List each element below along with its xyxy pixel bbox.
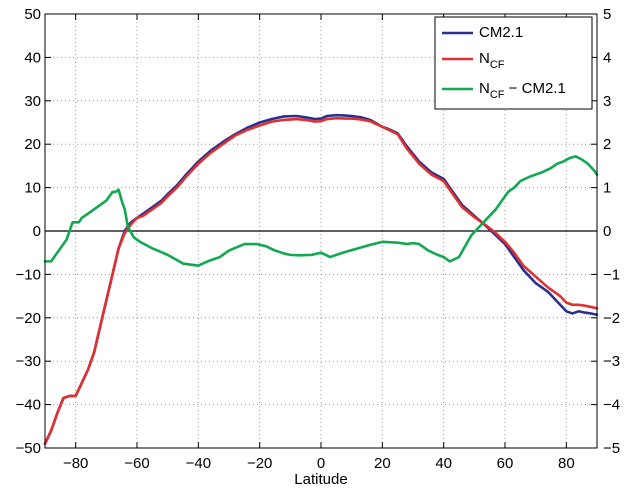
- x-tick-label: −80: [63, 455, 88, 472]
- y-tick-label-right: 3: [603, 93, 611, 110]
- y-tick-label-right: 4: [603, 49, 611, 66]
- y-tick-label-right: 2: [603, 136, 611, 153]
- x-tick-label: −20: [247, 455, 272, 472]
- legend-label-main: N: [479, 50, 490, 67]
- y-tick-label-right: −2: [603, 310, 620, 327]
- x-tick-label: 40: [435, 455, 452, 472]
- y-tick-label-left: −50: [16, 440, 41, 457]
- y-tick-label-right: 5: [603, 6, 611, 23]
- y-tick-label-left: 20: [24, 136, 41, 153]
- series-line-1: [43, 116, 599, 445]
- y-tick-label-left: −30: [16, 353, 41, 370]
- x-tick-label: −40: [186, 455, 211, 472]
- series-line-2: [43, 155, 599, 268]
- y-tick-label-right: 0: [603, 223, 611, 240]
- x-tick-label: 20: [374, 455, 391, 472]
- y-tick-label-right: 1: [603, 180, 611, 197]
- legend-label-2: NCF − CM2.1: [479, 80, 566, 101]
- y-tick-label-right: −4: [603, 397, 620, 414]
- x-tick-label: 60: [497, 455, 514, 472]
- y-tick-label-right: −3: [603, 353, 620, 370]
- y-tick-label-left: −10: [16, 266, 41, 283]
- x-tick-label: 80: [558, 455, 575, 472]
- y-tick-label-left: −20: [16, 310, 41, 327]
- legend-label-subscript: CF: [490, 89, 505, 101]
- y-tick-label-left: 30: [24, 93, 41, 110]
- legend-label-main: N: [479, 80, 490, 97]
- x-axis-title: Latitude: [294, 471, 347, 488]
- legend-label-1: NCF: [479, 50, 505, 71]
- y-tick-label-left: 0: [33, 223, 41, 240]
- x-tick-label: −60: [124, 455, 149, 472]
- legend-label-main: CM2.1: [479, 24, 523, 41]
- legend-label-tail: − CM2.1: [505, 80, 566, 97]
- series-layer: [43, 113, 599, 445]
- y-tick-label-right: −5: [603, 440, 620, 457]
- y-tick-label-right: −1: [603, 266, 620, 283]
- y-tick-label-left: 10: [24, 180, 41, 197]
- y-tick-label-left: −40: [16, 397, 41, 414]
- legend-label-0: CM2.1: [479, 24, 523, 41]
- tick-labels: −80 −60 −40 −20 0 20 40 60 80−50−40−30−20−100102…: [16, 6, 621, 472]
- y-tick-label-left: 50: [24, 6, 41, 23]
- x-tick-label: 0: [317, 455, 325, 472]
- legend-label-subscript: CF: [490, 59, 505, 71]
- y-tick-label-left: 40: [24, 49, 41, 66]
